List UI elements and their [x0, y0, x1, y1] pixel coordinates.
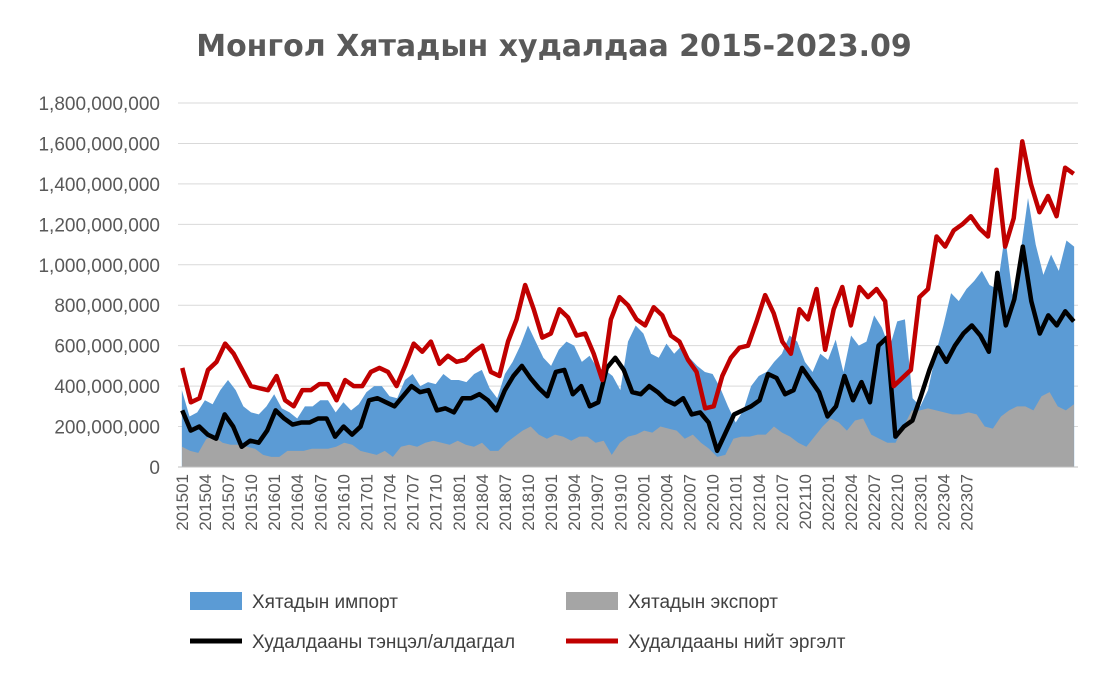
x-tick-label: 201907	[588, 474, 607, 531]
x-tick-label: 201801	[450, 474, 469, 531]
x-tick-label: 202210	[888, 474, 907, 531]
y-tick-label: 1,600,000,000	[38, 134, 160, 155]
x-tick-label: 201504	[196, 474, 215, 531]
legend-swatch-china-export	[566, 592, 618, 610]
x-tick-label: 201904	[565, 474, 584, 531]
x-tick-label: 201501	[173, 474, 192, 531]
y-tick-label: 200,000,000	[54, 418, 160, 439]
x-tick-label: 202207	[865, 474, 884, 531]
x-tick-label: 202007	[681, 474, 700, 531]
x-tick-label: 202204	[842, 474, 861, 531]
x-tick-label: 201710	[427, 474, 446, 531]
x-tick-label: 202101	[727, 474, 746, 531]
area-a5a5a5	[182, 392, 1074, 467]
legend-label-total-turnover: Худалдааны нийт эргэлт	[628, 632, 846, 653]
x-tick-label: 202004	[657, 474, 676, 531]
y-tick-label: 1,400,000,000	[38, 175, 160, 196]
x-tick-label: 202107	[773, 474, 792, 531]
legend-item-china-export: Хятадын экспорт	[566, 592, 778, 613]
y-tick-label: 600,000,000	[54, 337, 160, 358]
x-tick-label: 201610	[334, 474, 353, 531]
x-tick-label: 202307	[957, 474, 976, 531]
y-tick-label: 800,000,000	[54, 296, 160, 317]
y-tick-label: 1,200,000,000	[38, 215, 160, 236]
x-axis-ticks: 201501 201504 201507 201510 201601 201604 2016…	[173, 474, 977, 531]
x-tick-label: 202010	[704, 474, 723, 531]
x-tick-label: 202110	[796, 474, 815, 529]
x-tick-label: 201507	[219, 474, 238, 531]
x-tick-label: 201607	[311, 474, 330, 531]
x-tick-label: 201701	[357, 474, 376, 531]
y-tick-label: 400,000,000	[54, 377, 160, 398]
line-000000	[180, 244, 1076, 454]
x-tick-label: 201704	[381, 474, 400, 531]
x-tick-label: 201810	[519, 474, 538, 531]
x-tick-label: 201601	[265, 474, 284, 531]
legend-item-trade-balance: Худалдааны тэнцэл/алдагдал	[190, 632, 515, 653]
x-tick-label: 201807	[496, 474, 515, 531]
y-tick-label: 1,800,000,000	[38, 94, 160, 115]
legend-label-trade-balance: Худалдааны тэнцэл/алдагдал	[252, 632, 515, 653]
line-series	[180, 139, 1076, 454]
y-axis-ticks: 0 200,000,000 400,000,000 600,000,000 800,00…	[38, 94, 160, 479]
y-tick-label: 1,000,000,000	[38, 256, 160, 277]
y-tick-label: 0	[149, 458, 160, 479]
x-tick-label: 201901	[542, 474, 561, 531]
x-tick-label: 202301	[911, 474, 930, 531]
legend-item-total-turnover: Худалдааны нийт эргэлт	[566, 632, 846, 653]
chart-title: Монгол Хятадын худалдаа 2015-2023.09	[196, 29, 912, 64]
x-tick-label: 202304	[934, 474, 953, 531]
legend-label-china-import: Хятадын импорт	[252, 592, 398, 613]
legend-label-china-export: Хятадын экспорт	[628, 592, 778, 613]
x-tick-label: 202001	[634, 474, 653, 531]
x-tick-label: 201804	[473, 474, 492, 531]
x-tick-label: 201707	[404, 474, 423, 531]
legend-item-china-import: Хятадын импорт	[190, 592, 398, 613]
line-c00000	[180, 139, 1076, 411]
x-tick-label: 202201	[819, 474, 838, 531]
x-tick-label: 201510	[242, 474, 261, 531]
x-tick-label: 201910	[611, 474, 630, 531]
x-tick-label: 202104	[750, 474, 769, 531]
legend: Хятадын импорт Хятадын экспорт Худалдаан…	[190, 592, 846, 653]
legend-swatch-china-import	[190, 592, 242, 610]
x-tick-label: 201604	[288, 474, 307, 531]
